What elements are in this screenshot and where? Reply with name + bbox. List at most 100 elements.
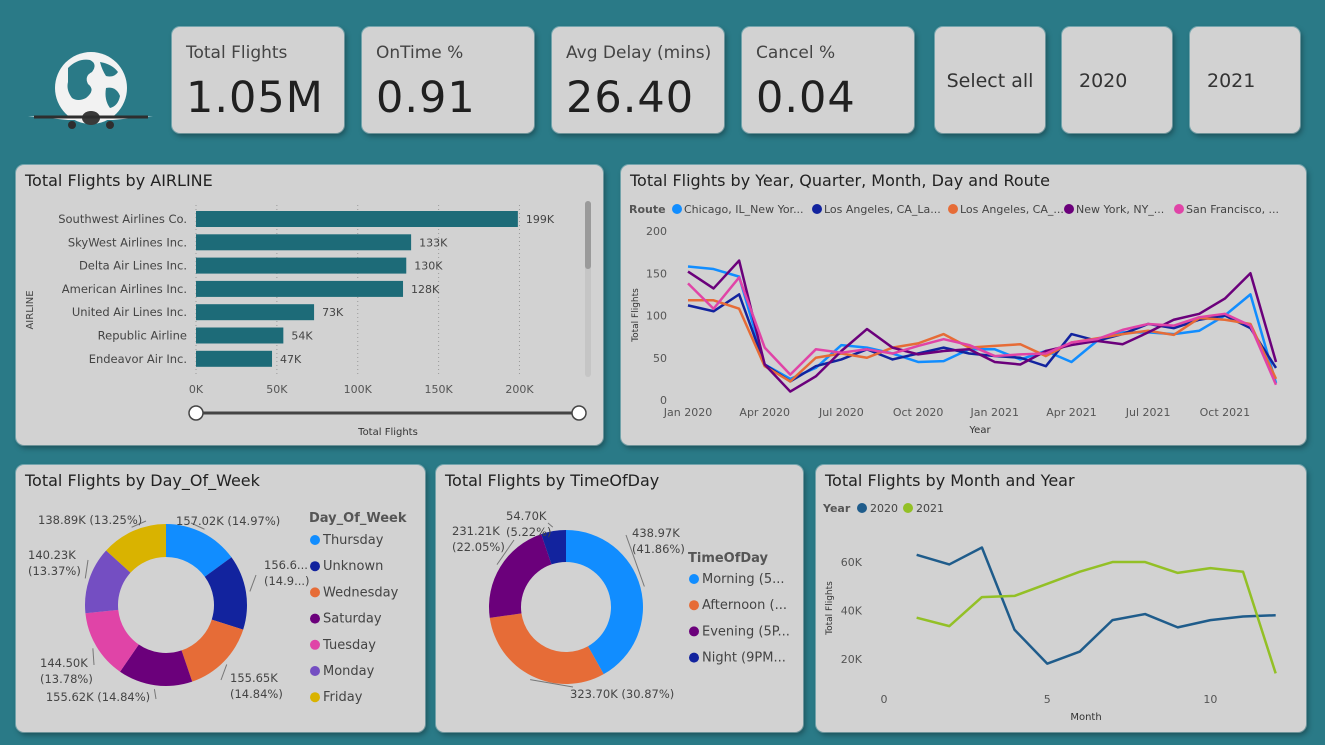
donut-slice — [566, 530, 643, 675]
bar — [196, 257, 407, 274]
legend-label: Los Angeles, CA_... — [960, 203, 1064, 216]
legend-marker — [310, 535, 320, 545]
zoom-slider-left-handle[interactable] — [188, 405, 204, 421]
legend-marker — [310, 639, 320, 650]
x-axis-title: Total Flights — [357, 427, 418, 438]
legend-label: 2021 — [916, 502, 944, 515]
zoom-slider-right-handle[interactable] — [571, 405, 587, 421]
data-label: 128K — [411, 283, 440, 296]
kpi-value: 26.40 — [566, 73, 695, 123]
data-label: 156.6... — [264, 558, 308, 572]
y-axis-title: Total Flights — [825, 581, 835, 636]
data-label: 47K — [280, 353, 302, 366]
leader-line — [84, 559, 89, 579]
month-line-chart: Year Total Flights Month 20K 40K 60K 0 5 10 20… — [822, 502, 1277, 723]
x-tick-label: 0K — [189, 383, 204, 396]
data-label: (22.05%) — [452, 540, 505, 554]
leader-line — [530, 679, 574, 688]
y-tick-label: 60K — [841, 556, 863, 569]
x-tick-label: Jul 2020 — [818, 406, 864, 419]
legend-label: Night (9PM... — [702, 651, 786, 666]
data-label: 130K — [414, 260, 443, 273]
data-label: (14.84%) — [230, 687, 283, 701]
leader-line — [92, 648, 95, 666]
legend-marker — [689, 652, 699, 663]
y-tick-label: 0 — [660, 394, 667, 407]
kpi-ontime-card: OnTime % 0.91 — [362, 27, 534, 133]
slicer-label: 2021 — [1207, 70, 1256, 92]
bar — [196, 350, 273, 367]
x-tick-label: 10 — [1203, 693, 1217, 706]
legend-title: TimeOfDay — [688, 551, 769, 566]
data-label: (13.37%) — [28, 564, 81, 578]
data-label: 54.70K — [506, 509, 547, 523]
month-chart-panel: Total Flights by Month and Year Year Tot… — [816, 465, 1306, 732]
legend-label: Tuesday — [322, 638, 376, 653]
data-label: 140.23K — [28, 548, 76, 562]
donut-slice — [204, 557, 247, 630]
legend-label: Unknown — [323, 559, 383, 574]
data-label: 157.02K (14.97%) — [176, 514, 280, 528]
data-label: 54K — [291, 330, 313, 343]
bar — [196, 234, 412, 251]
x-tick-label: 150K — [424, 383, 453, 396]
series-line — [688, 299, 1278, 383]
kpi-label: Total Flights — [186, 43, 288, 63]
category-label: SkyWest Airlines Inc. — [68, 235, 187, 249]
legend-label: Monday — [323, 664, 375, 679]
y-axis-title: Total Flights — [631, 288, 641, 343]
legend-title: Year — [822, 502, 851, 515]
donut-slice — [541, 530, 566, 565]
airline-chart-panel: Total Flights by AIRLINE AIRLINE Total F… — [16, 165, 603, 445]
data-label: 73K — [322, 306, 344, 319]
legend-label: Friday — [323, 690, 363, 705]
y-tick-label: 50 — [653, 352, 667, 365]
leader-line — [153, 689, 157, 700]
slicer-2020-button[interactable]: 2020 — [1062, 27, 1172, 133]
bar — [196, 280, 404, 297]
route-chart-panel: Total Flights by Year, Quarter, Month, D… — [621, 165, 1306, 445]
kpi-label: OnTime % — [376, 43, 464, 63]
donut-slice — [489, 613, 604, 684]
y-tick-label: 20K — [841, 653, 863, 666]
logo-globe-airplane — [28, 48, 153, 138]
kpi-label: Cancel % — [756, 43, 836, 63]
data-label: (13.78%) — [40, 672, 93, 686]
leader-line — [220, 664, 228, 681]
legend-marker — [689, 600, 699, 611]
kpi-value: 1.05M — [186, 73, 324, 123]
legend-marker — [310, 561, 320, 572]
x-tick-label: 200K — [505, 383, 534, 396]
chart-title: Total Flights by TimeOfDay — [445, 471, 660, 490]
data-label: 133K — [419, 236, 448, 249]
slicer-label: Select all — [946, 70, 1034, 92]
legend-marker — [1064, 204, 1074, 214]
scrollbar-thumb[interactable] — [585, 201, 591, 269]
x-tick-label: 5 — [1044, 693, 1051, 706]
y-tick-label: 100 — [646, 310, 667, 323]
x-tick-label: 100K — [344, 383, 373, 396]
slicer-2021-button[interactable]: 2021 — [1190, 27, 1300, 133]
legend-marker — [310, 613, 320, 624]
x-axis-title: Year — [968, 425, 991, 436]
legend-label: Afternoon (... — [702, 598, 787, 613]
tod-donut-chart: TimeOfDay 438.97K (41.86%) 323.70K (30.87%… — [452, 509, 790, 701]
chart-title: Total Flights by Year, Quarter, Month, D… — [630, 171, 1050, 190]
slicer-select-all-button[interactable]: Select all — [935, 27, 1045, 133]
bar — [196, 211, 518, 227]
data-label: 144.50K — [40, 656, 88, 670]
legend-label: Saturday — [323, 612, 382, 627]
x-tick-label: Apr 2020 — [739, 406, 790, 419]
chart-title: Total Flights by AIRLINE — [25, 171, 213, 190]
kpi-label: Avg Delay (mins) — [566, 43, 712, 63]
leader-line — [547, 522, 554, 528]
data-label: (14.9...) — [264, 574, 310, 588]
bar — [196, 304, 315, 321]
kpi-cancel-card: Cancel % 0.04 — [742, 27, 914, 133]
leader-line — [249, 574, 257, 592]
kpi-total-flights-card: Total Flights 1.05M — [172, 27, 344, 133]
data-label: 155.65K — [230, 671, 278, 685]
legend-label: New York, NY_... — [1076, 203, 1164, 216]
y-tick-label: 150 — [646, 267, 667, 280]
legend-marker — [903, 503, 913, 513]
